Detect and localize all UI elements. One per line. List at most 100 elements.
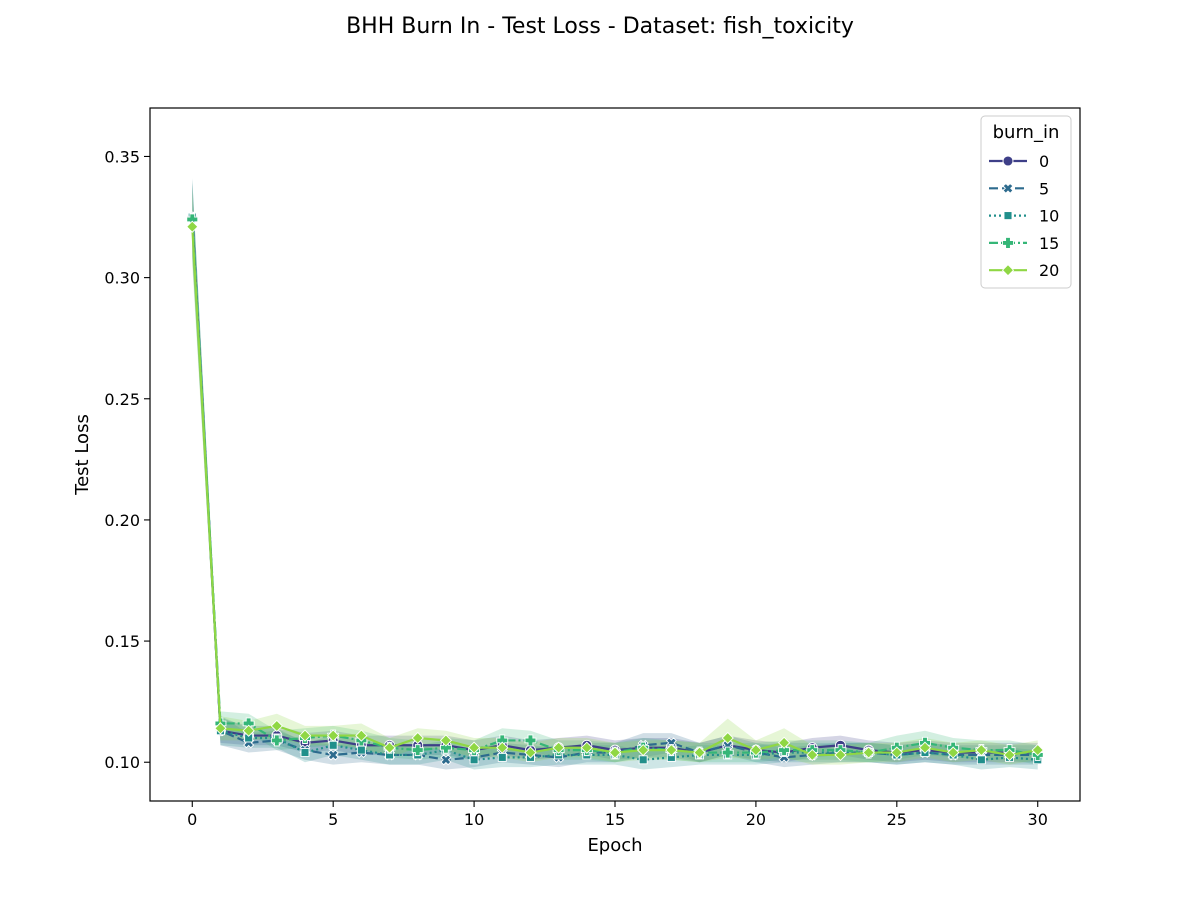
legend-item-5: 5 (989, 179, 1049, 198)
data-point (242, 724, 255, 737)
confidence-band-15 (192, 180, 1038, 765)
data-point (1003, 748, 1016, 762)
legend-item-20: 20 (989, 261, 1059, 280)
data-point (327, 729, 340, 742)
x-tick-label: 20 (746, 810, 766, 829)
data-point (721, 731, 734, 745)
data-point (749, 743, 763, 757)
y-tick-label: 0.25 (104, 390, 140, 409)
data-point (975, 743, 988, 757)
data-point (947, 746, 960, 759)
data-point (355, 729, 368, 742)
series-line-10 (191, 216, 1038, 761)
series-10 (187, 212, 1043, 765)
series-0 (186, 211, 1044, 758)
series-15 (186, 213, 1044, 761)
data-point (328, 740, 338, 750)
legend-label: 15 (1039, 234, 1059, 253)
legend-item-0: 0 (989, 152, 1049, 171)
x-tick-label: 0 (187, 810, 197, 829)
data-point (467, 741, 481, 754)
legend-label: 10 (1039, 207, 1059, 226)
x-axis: 0 5 10 15 20 25 30 (187, 801, 1048, 829)
data-point (890, 746, 903, 759)
x-tick-label: 15 (605, 810, 625, 829)
series-5 (186, 211, 1044, 766)
legend-item-10: 10 (989, 207, 1059, 226)
data-point (693, 746, 706, 759)
x-tick-label: 25 (887, 810, 907, 829)
data-point (721, 746, 734, 759)
data-point (186, 220, 199, 233)
data-point (214, 722, 227, 735)
chart-title: BHH Burn In - Test Loss - Dataset: fish_… (346, 14, 854, 39)
data-point (439, 741, 452, 754)
data-point (270, 719, 283, 733)
data-point (356, 745, 366, 755)
data-point (608, 746, 622, 759)
legend-label: 5 (1039, 179, 1049, 198)
series-20 (186, 220, 1044, 762)
data-point (638, 755, 648, 765)
confidence-band-0 (192, 183, 1038, 763)
data-point (806, 748, 819, 762)
data-point (1031, 743, 1044, 757)
legend-label: 0 (1039, 152, 1049, 171)
data-point (469, 755, 479, 765)
data-point (976, 755, 986, 765)
x-tick-label: 30 (1028, 810, 1048, 829)
series-line-20 (191, 226, 1038, 757)
legend-label: 20 (1039, 261, 1059, 280)
data-point (298, 729, 312, 742)
legend-marker (1003, 211, 1013, 221)
data-point (383, 741, 396, 754)
data-point (411, 744, 424, 757)
legend-marker (1001, 264, 1015, 277)
data-point (665, 743, 678, 757)
data-point (918, 741, 932, 754)
data-point (496, 741, 509, 754)
y-axis: 0.10 0.15 0.20 0.25 0.30 0.35 (104, 147, 150, 772)
data-point (440, 754, 452, 766)
data-point (270, 734, 283, 747)
y-tick-label: 0.20 (104, 511, 140, 530)
confidence-band-20 (192, 187, 1038, 765)
x-tick-label: 10 (464, 810, 484, 829)
confidence-band-5 (192, 178, 1038, 770)
data-point (778, 744, 791, 757)
data-point (552, 741, 565, 754)
legend-marker (1002, 236, 1014, 249)
x-tick-label: 5 (328, 810, 338, 829)
y-tick-label: 0.35 (104, 147, 140, 166)
legend-marker (1002, 155, 1014, 167)
data-point (777, 736, 791, 749)
confidence-bands (192, 178, 1038, 770)
data-point (411, 731, 424, 745)
data-point (524, 734, 537, 747)
confidence-band-10 (192, 178, 1038, 770)
y-tick-label: 0.15 (104, 632, 140, 651)
data-point (327, 749, 339, 761)
data-point (580, 741, 593, 754)
data-point (439, 734, 453, 747)
data-point (834, 748, 847, 762)
data-point (524, 746, 537, 759)
series-line-15 (191, 219, 1038, 757)
plot-frame (149, 107, 1081, 802)
data-point (862, 746, 875, 759)
legend-title: burn_in (993, 122, 1060, 143)
data-point (497, 752, 507, 762)
data-point (300, 748, 310, 757)
y-tick-label: 0.10 (104, 753, 140, 772)
legend-marker (1002, 182, 1014, 194)
series-line-0 (191, 216, 1038, 754)
legend-item-15: 15 (989, 234, 1059, 253)
legend: burn_in 0 5 10 15 20 (980, 115, 1072, 289)
y-tick-label: 0.30 (104, 269, 140, 288)
data-point (637, 743, 650, 757)
y-axis-label: Test Loss (72, 414, 93, 496)
x-axis-label: Epoch (587, 835, 642, 856)
series-line-5 (191, 216, 1038, 761)
